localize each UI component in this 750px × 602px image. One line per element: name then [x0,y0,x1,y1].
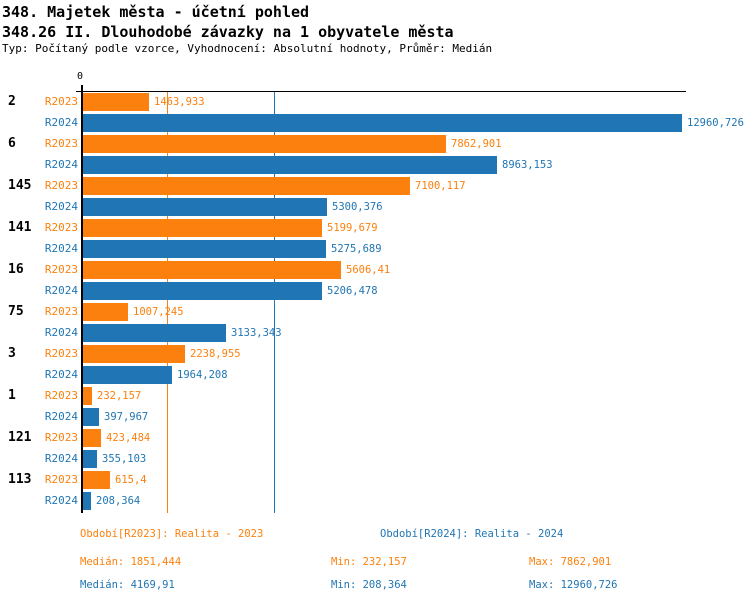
bar-value: 3133,343 [231,327,282,339]
bar-r2023 [81,219,322,237]
bar-r2024 [81,366,172,384]
x-axis-top-line [76,91,686,92]
bar-value: 8963,153 [502,159,553,171]
page-subtitle: 348.26 II. Dlouhodobé závazky na 1 obyva… [2,23,454,41]
bar-value: 5206,478 [327,285,378,297]
bar-r2024 [81,240,326,258]
series-label-r2024: R2024 [44,242,78,255]
bar-value: 2238,955 [190,348,241,360]
series-label-r2024: R2024 [44,200,78,213]
stat-max-2023: Max: 7862,901 [529,556,612,568]
series-label-r2023: R2023 [44,263,78,276]
stat-median-2024: Medián: 4169,91 [80,579,175,591]
bar-value: 5275,689 [331,243,382,255]
bar-value: 5300,376 [332,201,383,213]
stat-max-2024: Max: 12960,726 [529,579,618,591]
y-axis-line [81,85,83,513]
bar-value: 232,157 [97,390,142,402]
group-label: 121 [8,430,32,445]
bar-r2023 [81,387,92,405]
series-label-r2024: R2024 [44,284,78,297]
bar-r2024 [81,114,682,132]
bar-r2023 [81,471,110,489]
bar-r2024 [81,324,226,342]
bar-r2024 [81,198,327,216]
bar-value: 12960,726 [687,117,744,129]
bar-value: 5606,41 [346,264,391,276]
bar-value: 423,484 [106,432,151,444]
bar-r2024 [81,156,497,174]
bar-value: 208,364 [96,495,141,507]
bar-r2023 [81,261,341,279]
bar-r2023 [81,135,446,153]
series-label-r2023: R2023 [44,473,78,486]
bar-r2023 [81,345,185,363]
group-label: 16 [8,262,24,277]
bar-value: 5199,679 [327,222,378,234]
legend-period-2024: Období[R2024]: Realita - 2024 [380,528,564,540]
bar-r2023 [81,429,101,447]
bar-r2024 [81,450,97,468]
page-title: 348. Majetek města - účetní pohled [2,3,310,21]
series-label-r2024: R2024 [44,410,78,423]
bar-r2024 [81,282,322,300]
bar-value: 397,967 [104,411,149,423]
group-label: 75 [8,304,24,319]
bar-r2024 [81,408,99,426]
axis-zero-label: 0 [76,71,84,82]
group-label: 145 [8,178,32,193]
group-label: 113 [8,472,32,487]
group-label: 3 [8,346,16,361]
group-label: 1 [8,388,16,403]
stat-min-2023: Min: 232,157 [331,556,407,568]
group-label: 2 [8,94,16,109]
bar-r2023 [81,303,128,321]
bar-r2024 [81,492,91,510]
chart-meta-line: Typ: Počítaný podle vzorce, Vyhodnocení:… [2,42,493,55]
bar-value: 7862,901 [451,138,502,150]
bar-value: 7100,117 [415,180,466,192]
bar-value: 615,4 [115,474,147,486]
series-label-r2023: R2023 [44,221,78,234]
series-label-r2024: R2024 [44,368,78,381]
series-label-r2023: R2023 [44,305,78,318]
series-label-r2023: R2023 [44,347,78,360]
group-label: 141 [8,220,32,235]
bar-value: 1463,933 [154,96,205,108]
series-label-r2024: R2024 [44,494,78,507]
series-label-r2023: R2023 [44,137,78,150]
group-label: 6 [8,136,16,151]
median-line-r2024 [274,91,275,513]
series-label-r2024: R2024 [44,158,78,171]
bar-value: 355,103 [102,453,147,465]
series-label-r2024: R2024 [44,452,78,465]
legend-period-2023: Období[R2023]: Realita - 2023 [80,528,264,540]
series-label-r2023: R2023 [44,389,78,402]
bar-value: 1964,208 [177,369,228,381]
stat-min-2024: Min: 208,364 [331,579,407,591]
series-label-r2023: R2023 [44,95,78,108]
series-label-r2024: R2024 [44,116,78,129]
median-line-r2023 [167,91,168,513]
bar-r2023 [81,177,410,195]
series-label-r2024: R2024 [44,326,78,339]
series-label-r2023: R2023 [44,179,78,192]
series-label-r2023: R2023 [44,431,78,444]
bar-value: 1007,245 [133,306,184,318]
stat-median-2023: Medián: 1851,444 [80,556,182,568]
bar-r2023 [81,93,149,111]
